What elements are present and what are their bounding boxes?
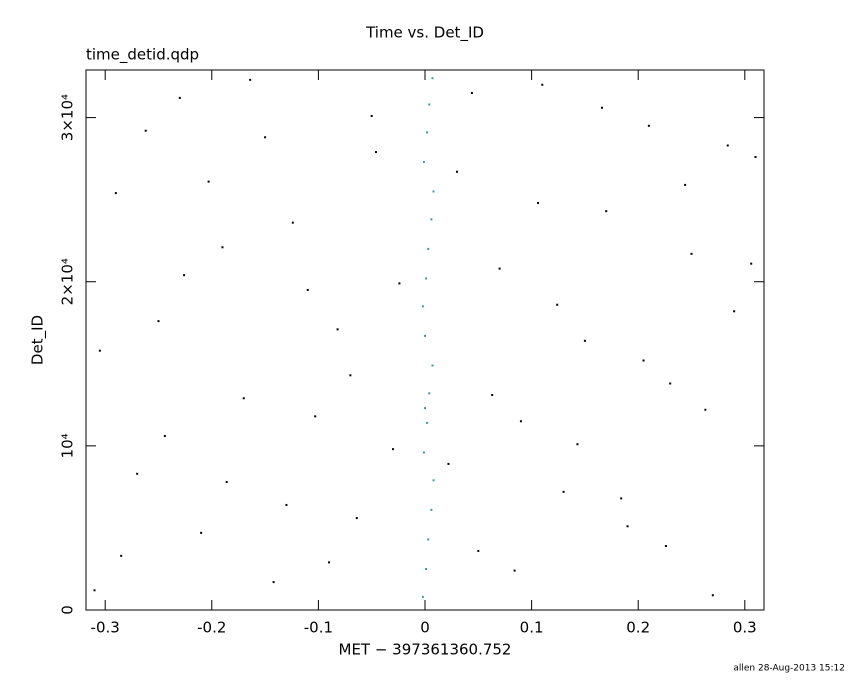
x-tick-label: 0 [420, 619, 430, 637]
point [642, 359, 645, 362]
point [355, 517, 358, 520]
y-tick-label: 10⁴ [59, 433, 77, 458]
point [349, 374, 352, 377]
point [427, 538, 430, 541]
point [733, 310, 736, 313]
point [562, 490, 565, 493]
point [750, 262, 753, 265]
point [114, 192, 117, 195]
point [537, 201, 539, 204]
point [431, 77, 434, 80]
point [556, 303, 559, 306]
point [626, 525, 629, 528]
point [541, 83, 544, 86]
point [120, 554, 123, 557]
point [93, 589, 96, 592]
y-axis-label: Det_ID [29, 315, 48, 365]
point [605, 210, 608, 213]
point [398, 282, 401, 285]
x-tick-label: -0.2 [197, 619, 226, 637]
point [422, 160, 425, 163]
point [427, 247, 430, 250]
point [428, 103, 431, 106]
point [424, 334, 426, 337]
point [422, 451, 425, 454]
point [306, 288, 309, 291]
point [519, 420, 522, 423]
point [513, 569, 516, 572]
y-tick-label: 0 [59, 605, 77, 615]
point [704, 408, 707, 411]
x-axis-label: MET − 397361360.752 [339, 641, 512, 659]
point [477, 549, 480, 552]
point [428, 392, 431, 395]
x-tick-label: 0.3 [733, 619, 757, 637]
point [711, 594, 714, 597]
point [392, 448, 395, 451]
point [455, 170, 458, 173]
point [183, 274, 186, 277]
point [144, 129, 147, 132]
point [157, 320, 160, 323]
point [249, 78, 252, 81]
point [425, 567, 428, 570]
point [583, 339, 586, 342]
point [178, 96, 181, 99]
x-tick-label: -0.3 [91, 619, 120, 637]
point [264, 136, 267, 139]
point [200, 531, 203, 534]
y-tick-label: 2×10⁴ [59, 258, 77, 305]
point [374, 151, 377, 154]
y-tick-label: 3×10⁴ [59, 94, 77, 141]
point [432, 190, 435, 193]
point [285, 503, 288, 506]
plot-frame [85, 69, 765, 611]
point [291, 221, 294, 224]
point [431, 364, 434, 367]
point [221, 246, 224, 249]
point [647, 124, 650, 127]
point [470, 91, 473, 94]
point [98, 349, 101, 352]
footer: allen 28-Aug-2013 15:12 [733, 664, 845, 674]
point [430, 508, 433, 511]
point [690, 252, 693, 255]
point [426, 421, 429, 424]
point [600, 106, 603, 109]
point [314, 415, 317, 418]
point [432, 479, 435, 482]
point [620, 497, 623, 500]
x-tick-label: 0.2 [626, 619, 650, 637]
point [225, 480, 228, 483]
point [754, 155, 757, 158]
x-tick-label: -0.1 [304, 619, 333, 637]
point [207, 180, 210, 183]
point [669, 382, 672, 385]
chart-title: Time vs. Det_ID [365, 24, 484, 43]
point [426, 131, 429, 134]
point [328, 561, 331, 564]
subtitle: time_detid.qdp [86, 46, 199, 65]
point [576, 443, 579, 446]
point [491, 393, 494, 396]
point [421, 305, 424, 308]
point [664, 544, 667, 547]
point [370, 114, 373, 117]
point [136, 472, 139, 475]
point [684, 183, 687, 186]
point [163, 435, 166, 438]
point [447, 462, 450, 465]
x-tick-label: 0.1 [520, 619, 544, 637]
point [336, 328, 339, 331]
point [425, 277, 428, 280]
point [430, 218, 433, 221]
point [424, 407, 426, 410]
point [242, 397, 245, 400]
point [421, 595, 424, 598]
point [272, 581, 275, 584]
point [498, 267, 501, 270]
point [726, 144, 729, 147]
